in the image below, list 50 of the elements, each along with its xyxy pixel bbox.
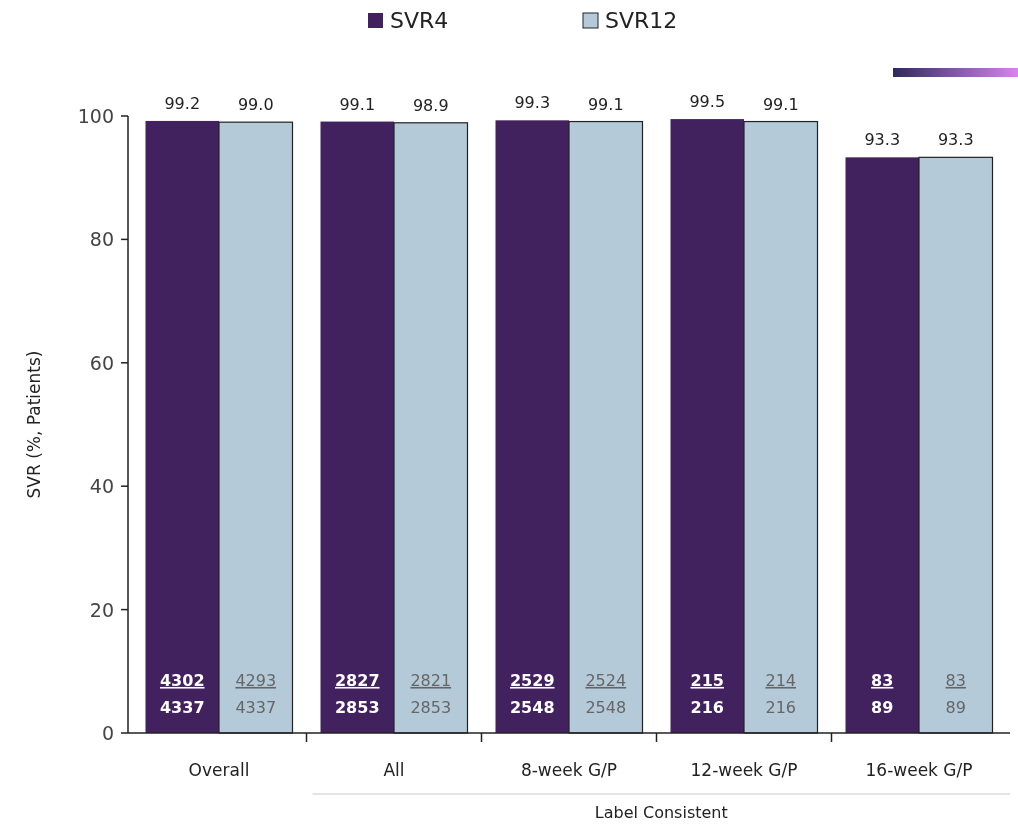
bar <box>670 119 744 733</box>
annotation: 2853 <box>410 698 452 718</box>
annotation: 216 <box>690 698 724 718</box>
annotation: 4302 <box>159 670 205 690</box>
x-tick-label: 16-week G/P <box>865 760 973 780</box>
x-tick-label: Overall <box>188 760 250 780</box>
data-label: 99.1 <box>587 94 624 114</box>
data-label: 99.2 <box>164 93 201 113</box>
data-label: 98.9 <box>412 95 449 115</box>
y-tick-label: 60 <box>89 351 114 374</box>
annotation: 214 <box>765 670 797 690</box>
y-tick-label: 100 <box>77 105 114 127</box>
y-tick-label: 80 <box>89 228 114 251</box>
annotation: 4293 <box>235 670 277 690</box>
bar <box>145 120 219 733</box>
data-label: 99.1 <box>762 94 799 114</box>
legend-label: SVR12 <box>605 8 678 33</box>
annotation: 2548 <box>509 698 555 718</box>
data-label: 99.1 <box>339 94 376 114</box>
data-label: 99.5 <box>689 92 726 112</box>
y-tick-label: 0 <box>101 722 114 744</box>
annotation: 2529 <box>509 670 555 690</box>
annotation: 2821 <box>410 670 452 690</box>
x-tick-label: All <box>383 760 405 780</box>
annotation: 2827 <box>334 670 380 690</box>
bar <box>845 157 919 733</box>
bar <box>320 121 394 733</box>
annotation: 215 <box>690 670 724 690</box>
data-label: 93.3 <box>937 130 974 150</box>
annotation: 4337 <box>235 698 277 718</box>
data-label: 99.0 <box>237 95 274 115</box>
annotation: 83 <box>945 670 966 690</box>
data-label: 93.3 <box>864 130 901 150</box>
annotation: 216 <box>765 698 797 718</box>
annotation: 2548 <box>585 698 627 718</box>
annotation: 4337 <box>159 698 205 718</box>
annotation: 2524 <box>585 670 627 690</box>
y-tick-label: 20 <box>89 598 114 621</box>
x-tick-label: 12-week G/P <box>690 760 798 780</box>
annotation: 2853 <box>334 698 380 718</box>
y-tick-label: 40 <box>89 475 114 498</box>
y-axis-title: SVR (%, Patients) <box>24 350 44 499</box>
x-tick-label: 8-week G/P <box>520 760 618 780</box>
text: Label Consistent <box>594 803 728 822</box>
annotation: 89 <box>871 698 894 718</box>
bar <box>495 120 569 733</box>
legend-label: SVR4 <box>390 8 449 33</box>
annotation: 89 <box>945 698 966 718</box>
annotation: 83 <box>871 670 894 690</box>
data-label: 99.3 <box>514 93 551 113</box>
